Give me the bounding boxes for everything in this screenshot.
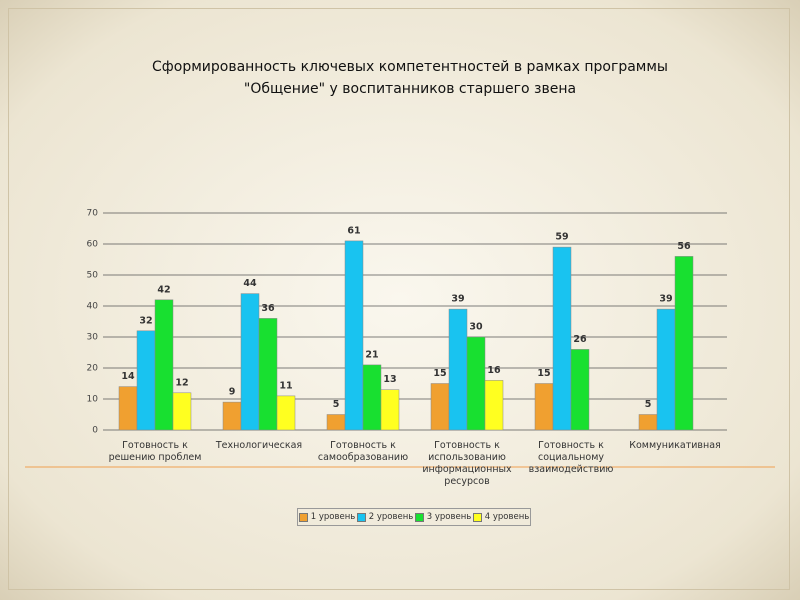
bar — [466, 336, 486, 431]
value-label: 56 — [677, 241, 691, 252]
x-tick-label: Готовность к решению проблем — [108, 440, 202, 463]
x-tick-label: Технологическая — [215, 440, 303, 451]
value-label: 14 — [121, 371, 135, 382]
frame — [8, 8, 790, 590]
legend-swatch — [414, 512, 424, 522]
bar — [674, 256, 694, 431]
value-label: 32 — [139, 315, 152, 326]
legend-item: 2 уровень — [356, 512, 414, 522]
bar — [154, 299, 174, 431]
legend-swatch — [472, 512, 482, 522]
legend-swatch — [298, 512, 308, 522]
bar — [484, 380, 504, 431]
value-label: 21 — [365, 349, 378, 360]
y-tick-label: 40 — [87, 302, 99, 312]
value-label: 36 — [261, 303, 275, 314]
value-label: 59 — [555, 232, 568, 243]
bar — [656, 308, 676, 431]
chart-title: Сформированность ключевых компетентносте… — [152, 59, 668, 97]
bar — [172, 392, 192, 431]
bar — [118, 386, 138, 431]
y-tick-label: 20 — [87, 364, 99, 374]
y-tick-label: 10 — [87, 395, 99, 405]
value-label: 12 — [175, 377, 188, 388]
value-label: 44 — [243, 278, 257, 289]
legend-label: 2 уровень — [368, 512, 414, 522]
value-label: 13 — [383, 374, 396, 385]
x-tick-label: Готовность к самообразованию — [317, 440, 409, 463]
bar — [326, 414, 346, 431]
value-label: 26 — [573, 334, 587, 345]
value-label: 39 — [451, 294, 464, 305]
bar — [240, 293, 260, 431]
value-label: 61 — [347, 225, 360, 236]
y-tick-label: 60 — [87, 240, 99, 250]
legend-item: 1 уровень — [298, 512, 356, 522]
y-tick-label: 0 — [92, 426, 98, 436]
value-label: 15 — [433, 368, 446, 379]
bar — [380, 389, 400, 431]
value-label: 42 — [157, 284, 170, 295]
value-label: 30 — [469, 322, 483, 333]
bar — [570, 349, 590, 431]
y-tick-label: 70 — [87, 209, 99, 219]
value-label: 5 — [645, 399, 652, 410]
value-label: 39 — [659, 294, 672, 305]
legend-item: 3 уровень — [414, 512, 472, 522]
x-tick-label: Коммуникативная — [629, 440, 721, 451]
bar — [362, 364, 382, 431]
value-label: 5 — [333, 399, 340, 410]
y-tick-label: 30 — [87, 333, 99, 343]
legend-label: 3 уровень — [426, 512, 472, 522]
value-label: 9 — [229, 387, 236, 398]
legend-label: 4 уровень — [484, 512, 530, 522]
bar — [136, 330, 156, 431]
bar — [430, 383, 450, 431]
value-label: 16 — [487, 365, 501, 376]
value-label: 15 — [537, 368, 550, 379]
bar — [552, 246, 572, 431]
bar — [344, 240, 364, 431]
legend-label: 1 уровень — [310, 512, 356, 522]
value-label: 11 — [279, 380, 292, 391]
x-tick-label: Готовность к использованию информационны… — [422, 440, 512, 487]
legend: 1 уровень 2 уровень 3 уровень 4 уровень — [297, 508, 531, 526]
bar — [638, 414, 658, 431]
bar — [448, 308, 468, 431]
legend-swatch — [356, 512, 366, 522]
x-tick-label: Готовность к социальному взаимодействию — [528, 440, 614, 475]
bar — [534, 383, 554, 431]
bar — [276, 395, 296, 431]
y-tick-label: 50 — [87, 271, 99, 281]
bar — [258, 318, 278, 431]
legend-item: 4 уровень — [472, 512, 530, 522]
bar — [222, 401, 242, 431]
